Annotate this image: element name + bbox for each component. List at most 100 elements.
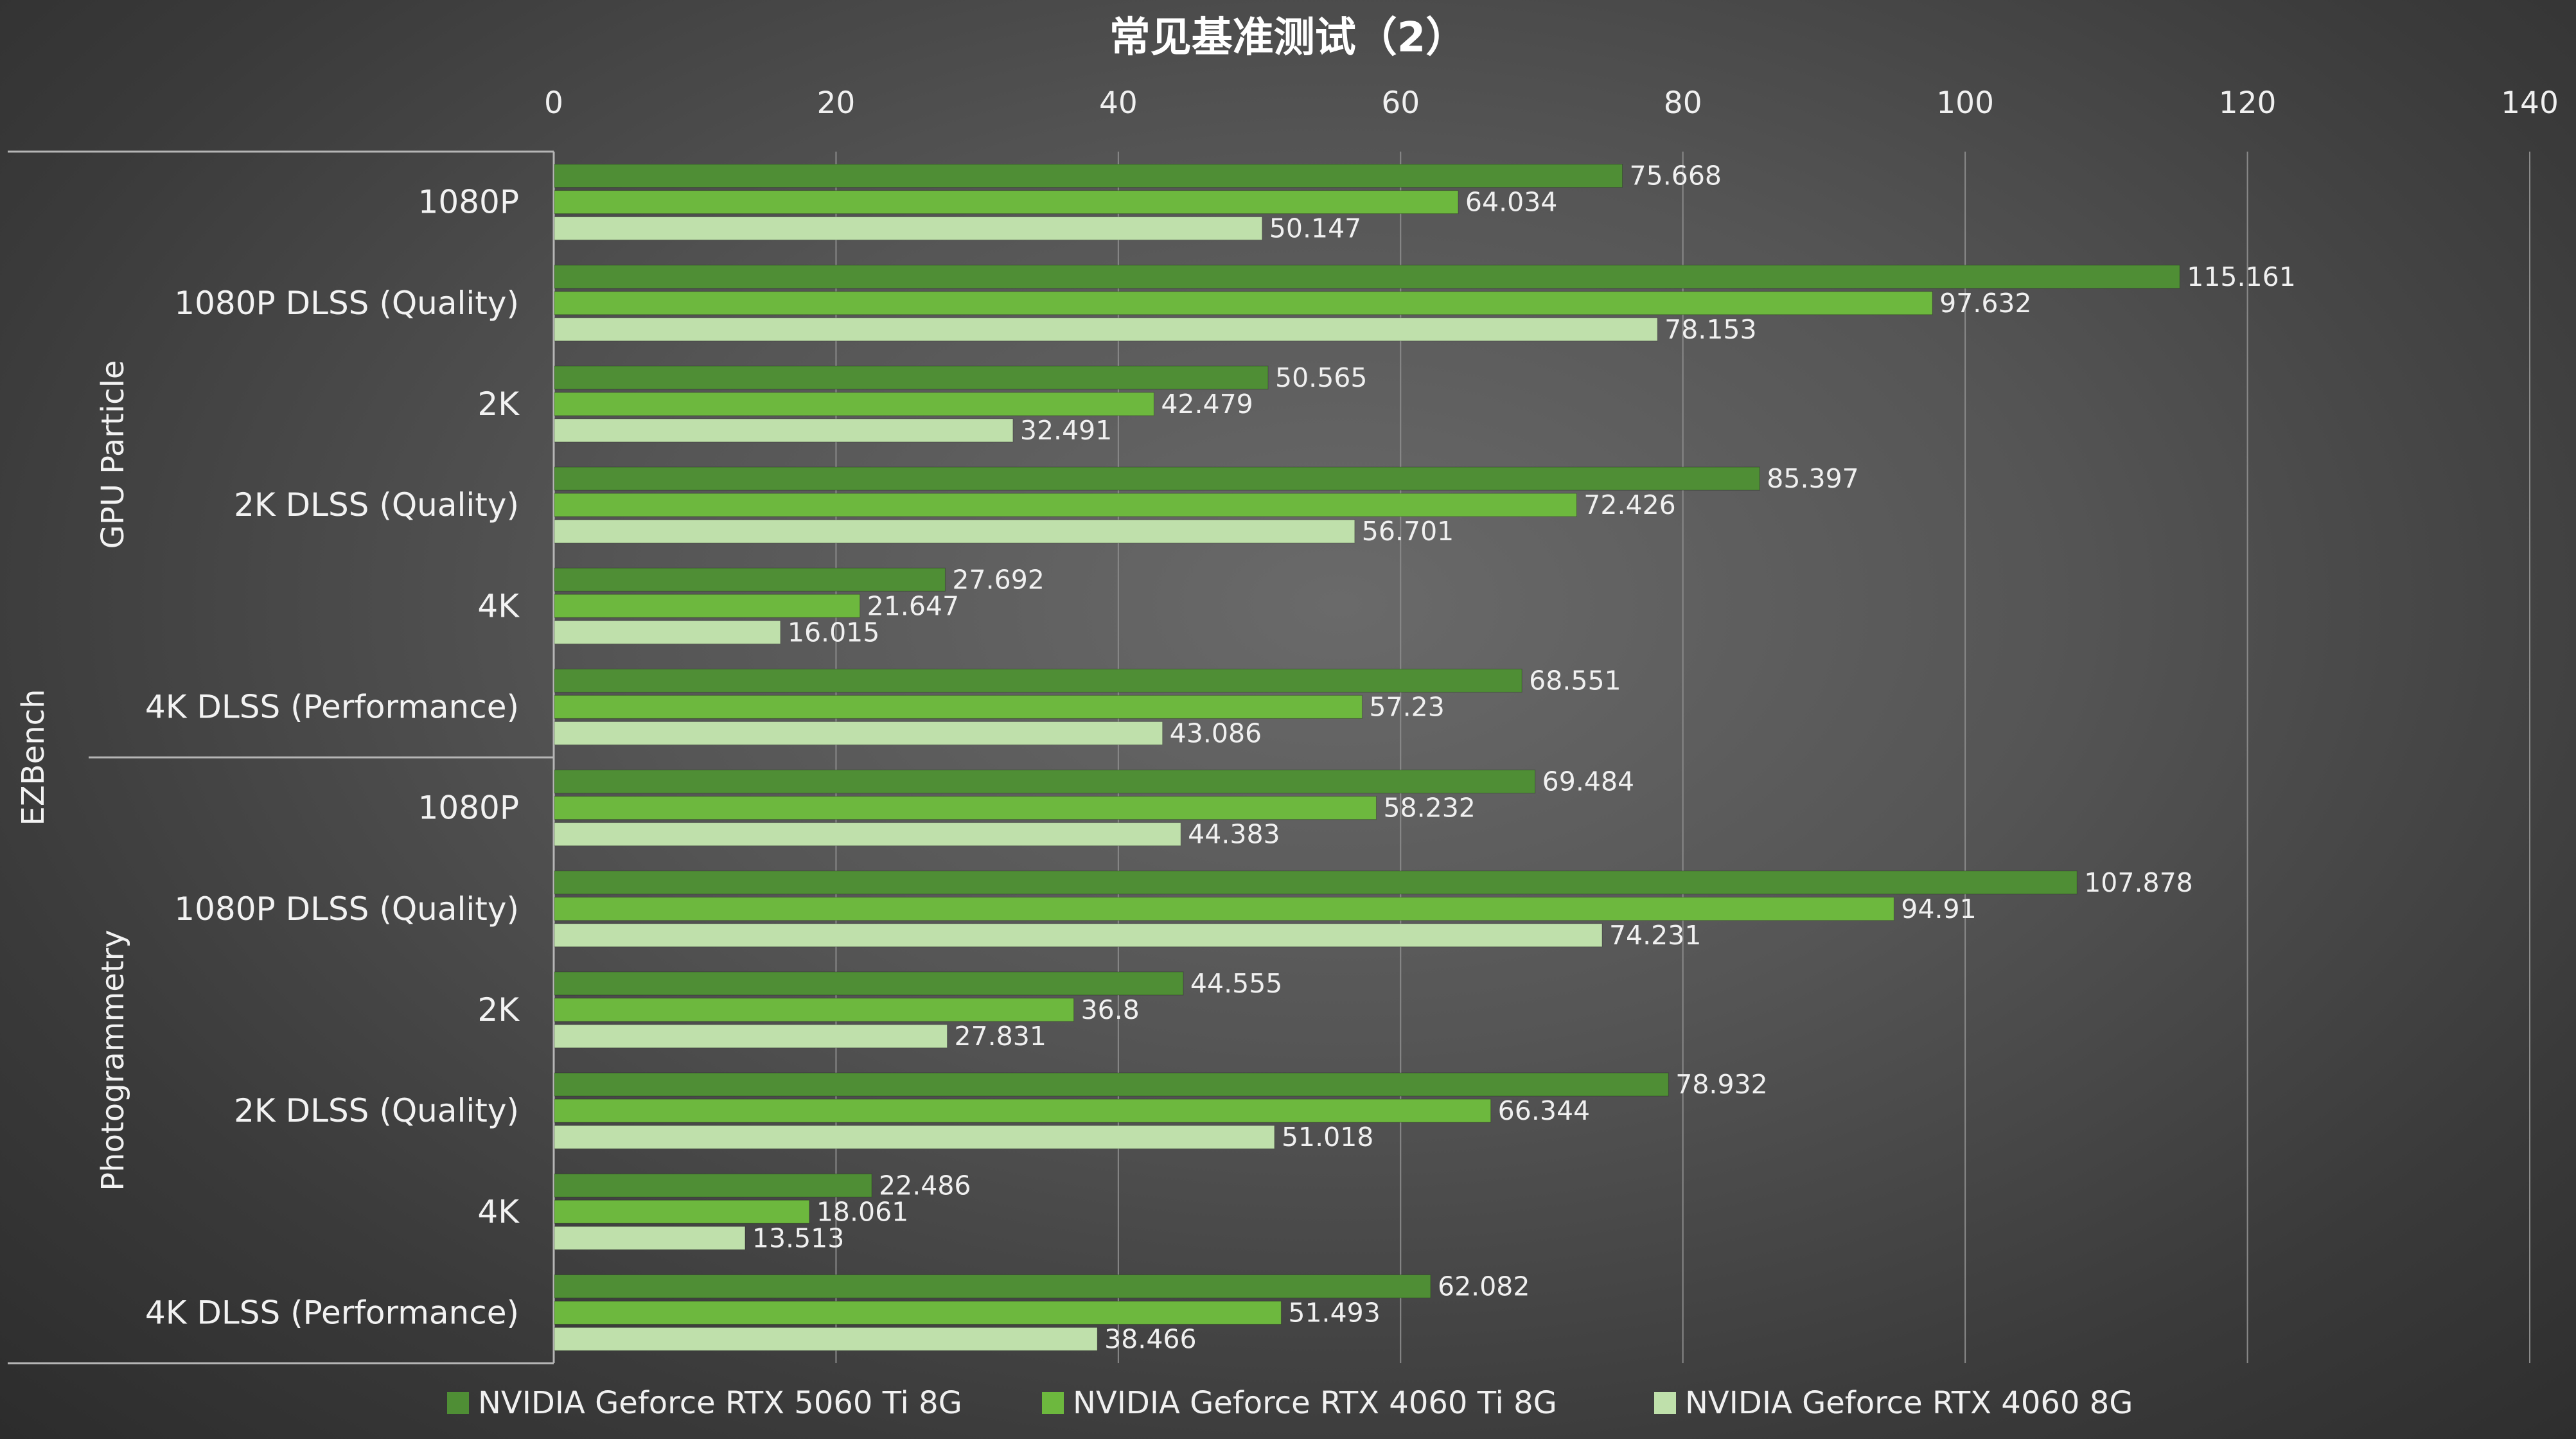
data-label: 94.91 <box>1901 894 1976 924</box>
data-label: 32.491 <box>1020 415 1112 446</box>
bar <box>554 1300 1282 1325</box>
x-tick-label: 140 <box>2501 85 2559 121</box>
bar <box>554 392 1154 416</box>
bar <box>554 694 1363 719</box>
data-label: 115.161 <box>2187 261 2296 292</box>
bar <box>554 1099 1492 1123</box>
bar <box>554 519 1355 543</box>
x-tick-label: 80 <box>1664 85 1702 121</box>
bar <box>554 291 1933 315</box>
bar <box>554 567 946 592</box>
data-label: 21.647 <box>867 590 959 621</box>
category-label: 1080P DLSS (Quality) <box>174 285 519 322</box>
data-label: 85.397 <box>1767 463 1858 494</box>
data-label: 44.555 <box>1190 968 1282 999</box>
bar <box>554 466 1760 491</box>
bar <box>554 1274 1431 1298</box>
bar <box>554 1327 1098 1351</box>
category-label: 4K <box>477 1193 520 1230</box>
bar <box>554 998 1075 1022</box>
bar <box>554 822 1181 847</box>
bar <box>554 971 1184 996</box>
data-label: 27.831 <box>954 1021 1046 1052</box>
data-label: 42.479 <box>1161 389 1253 419</box>
bar <box>554 1173 872 1197</box>
legend-swatch <box>1042 1392 1064 1414</box>
x-tick-label: 100 <box>1936 85 1994 121</box>
category-label: 2K <box>477 385 520 423</box>
data-label: 78.153 <box>1664 314 1756 345</box>
data-label: 43.086 <box>1170 718 1262 748</box>
category-label: 1080P <box>418 790 519 827</box>
data-label: 78.932 <box>1675 1069 1767 1100</box>
data-label: 75.668 <box>1630 161 1722 191</box>
bar <box>554 265 2180 289</box>
category-label: 2K DLSS (Quality) <box>234 1092 519 1129</box>
category-label: 4K DLSS (Performance) <box>145 688 519 725</box>
category-label: 1080P DLSS (Quality) <box>174 890 519 928</box>
legend-swatch <box>447 1392 469 1414</box>
outer-group-label: EZBench <box>15 689 51 826</box>
legend-swatch <box>1654 1392 1676 1414</box>
x-tick-label: 0 <box>544 85 563 121</box>
data-label: 74.231 <box>1609 920 1701 951</box>
category-label: 2K <box>477 991 520 1028</box>
bar <box>554 620 781 644</box>
data-label: 51.018 <box>1282 1122 1373 1152</box>
bar <box>554 418 1014 443</box>
x-tick-label: 60 <box>1381 85 1420 121</box>
data-label: 107.878 <box>2084 867 2193 898</box>
category-label: 2K DLSS (Quality) <box>234 486 519 524</box>
bar <box>554 923 1603 948</box>
data-label: 50.565 <box>1275 362 1367 393</box>
bar <box>554 216 1263 241</box>
legend-entry: NVIDIA Geforce RTX 4060 8G <box>1685 1385 2133 1421</box>
bar <box>554 897 1894 921</box>
x-tick-label: 40 <box>1099 85 1138 121</box>
bar <box>554 594 861 618</box>
data-label: 62.082 <box>1438 1271 1530 1302</box>
bar <box>554 366 1269 390</box>
data-label: 44.383 <box>1188 819 1280 850</box>
bar <box>554 1125 1275 1149</box>
data-label: 51.493 <box>1288 1297 1380 1328</box>
data-label: 13.513 <box>752 1223 844 1253</box>
legend-entry: NVIDIA Geforce RTX 5060 Ti 8G <box>478 1385 962 1421</box>
data-label: 58.232 <box>1383 793 1475 824</box>
bar <box>554 668 1522 693</box>
group-label: GPU Particle <box>95 360 131 549</box>
data-label: 50.147 <box>1269 213 1361 244</box>
data-label: 36.8 <box>1081 994 1140 1025</box>
data-label: 22.486 <box>879 1170 971 1201</box>
bar <box>554 870 2078 895</box>
data-label: 68.551 <box>1529 665 1621 696</box>
data-label: 64.034 <box>1465 187 1557 218</box>
group-label: Photogrammetry <box>95 930 131 1191</box>
data-label: 69.484 <box>1542 766 1634 797</box>
bar <box>554 1072 1669 1097</box>
data-label: 38.466 <box>1104 1323 1196 1354</box>
bar <box>554 317 1658 342</box>
x-tick-label: 20 <box>817 85 856 121</box>
data-label: 18.061 <box>816 1196 908 1227</box>
data-label: 27.692 <box>952 564 1044 595</box>
bar <box>554 1024 948 1048</box>
bar <box>554 1199 810 1224</box>
data-label: 66.344 <box>1498 1095 1590 1126</box>
data-label: 72.426 <box>1584 490 1675 520</box>
chart-title: 常见基准测试（2） <box>1109 14 1467 62</box>
category-label: 4K <box>477 587 520 624</box>
legend-entry: NVIDIA Geforce RTX 4060 Ti 8G <box>1073 1385 1557 1421</box>
bar <box>554 164 1623 188</box>
category-label: 4K DLSS (Performance) <box>145 1294 519 1331</box>
bar <box>554 190 1459 215</box>
data-label: 97.632 <box>1939 288 2031 319</box>
data-label: 57.23 <box>1369 691 1444 722</box>
data-label: 56.701 <box>1362 516 1454 547</box>
bar <box>554 796 1377 820</box>
x-tick-label: 120 <box>2219 85 2277 121</box>
bar <box>554 493 1577 517</box>
category-label: 1080P <box>418 184 519 221</box>
